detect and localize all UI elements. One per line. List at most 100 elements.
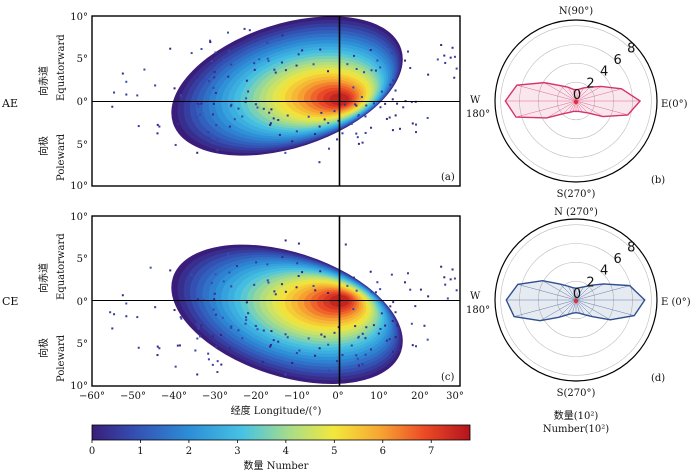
polar-spoke [515,100,577,118]
density-speck [389,305,392,308]
density-speck [449,56,452,59]
density-speck [296,262,299,265]
density-speck [323,118,326,121]
density-speck [197,102,200,105]
density-speck [453,76,456,79]
density-speck [394,114,397,117]
density-speck [220,363,223,366]
density-speck [370,69,373,72]
density-speck [137,346,140,349]
y-tick-c: 0° [77,297,88,308]
polar-label-east-d: E (0°) [661,297,691,308]
density-speck [211,113,214,116]
density-speck [180,95,183,98]
radial-label-cn-d: 数量(10²) [554,409,599,422]
polar-spoke [575,283,604,301]
colorbar-tick-label: 0 [89,446,95,457]
density-speck [245,79,248,82]
density-speck [230,325,233,328]
density-speck [394,89,397,92]
frame-c [91,215,461,387]
density-speck [255,261,258,264]
density-speck [295,286,298,289]
density-speck [245,301,248,304]
density-speck [357,335,360,338]
density-speck [255,39,258,42]
density-speck [176,344,179,347]
density-speck [446,297,449,300]
density-speck [372,324,375,327]
density-speck [197,324,200,327]
density-speck [244,322,247,325]
density-speck [199,335,202,338]
density-speck [411,344,414,347]
density-speck [173,309,176,312]
density-speck [350,344,353,347]
density-speck [297,53,300,56]
density-speck [216,138,219,141]
density-speck [327,291,330,294]
density-speck [372,102,375,105]
density-speck [179,316,182,319]
density-speck [227,31,230,34]
density-speck [266,263,269,266]
density-speck [297,274,300,277]
density-speck [248,250,251,253]
x-tick-c: −60° [79,391,105,402]
polar-spoke [572,89,577,102]
density-speck [262,329,265,332]
density-speck [213,292,216,295]
density-speck [253,68,256,71]
y-tick-a: 5° [77,140,88,151]
density-speck [269,123,272,126]
density-speck [415,131,418,134]
polar-center-dot [573,298,579,304]
polar-label-east-b: E(0°) [661,99,688,110]
density-speck [111,105,114,108]
polar-grid-ring [500,25,652,177]
density-speck [228,125,231,128]
density-speck [109,311,112,314]
density-speck [190,52,193,55]
density-speck [344,103,347,106]
density-speck [320,111,323,114]
x-tick-c: 30° [446,391,464,402]
density-speck [440,44,443,47]
density-speck [197,298,200,301]
polar-spoke [575,286,584,301]
colorbar-tick-label: 4 [283,446,289,457]
density-speck [307,337,310,340]
density-speck [269,344,272,347]
density-speck [355,289,358,292]
density-speck [443,54,446,57]
density-speck [415,345,418,348]
density-speck [344,243,347,246]
density-speck [136,94,139,97]
y-label-upper-cn-c: 向赤道 [37,263,50,293]
density-speck [207,130,210,133]
density-speck [427,73,430,76]
density-speck [361,332,364,335]
density-speck [341,354,344,357]
density-speck [209,39,212,42]
density-speck [213,298,216,301]
density-speck [277,340,280,343]
colorbar-tick-label: 6 [380,446,386,457]
density-speck [245,319,248,322]
density-speck [284,151,287,154]
density-speck [426,338,429,341]
density-speck [200,102,203,105]
density-speck [440,265,443,268]
density-speck [247,90,250,93]
y-label-lower-cn-c: 向极 [37,338,50,358]
density-speck [426,116,429,119]
density-speck [125,80,128,83]
y-tick-c: 5° [77,254,88,265]
polar-spoke [575,285,591,301]
density-speck [406,272,409,275]
density-speck [361,363,364,366]
density-speck [111,327,114,330]
polar-spoke [514,299,577,317]
